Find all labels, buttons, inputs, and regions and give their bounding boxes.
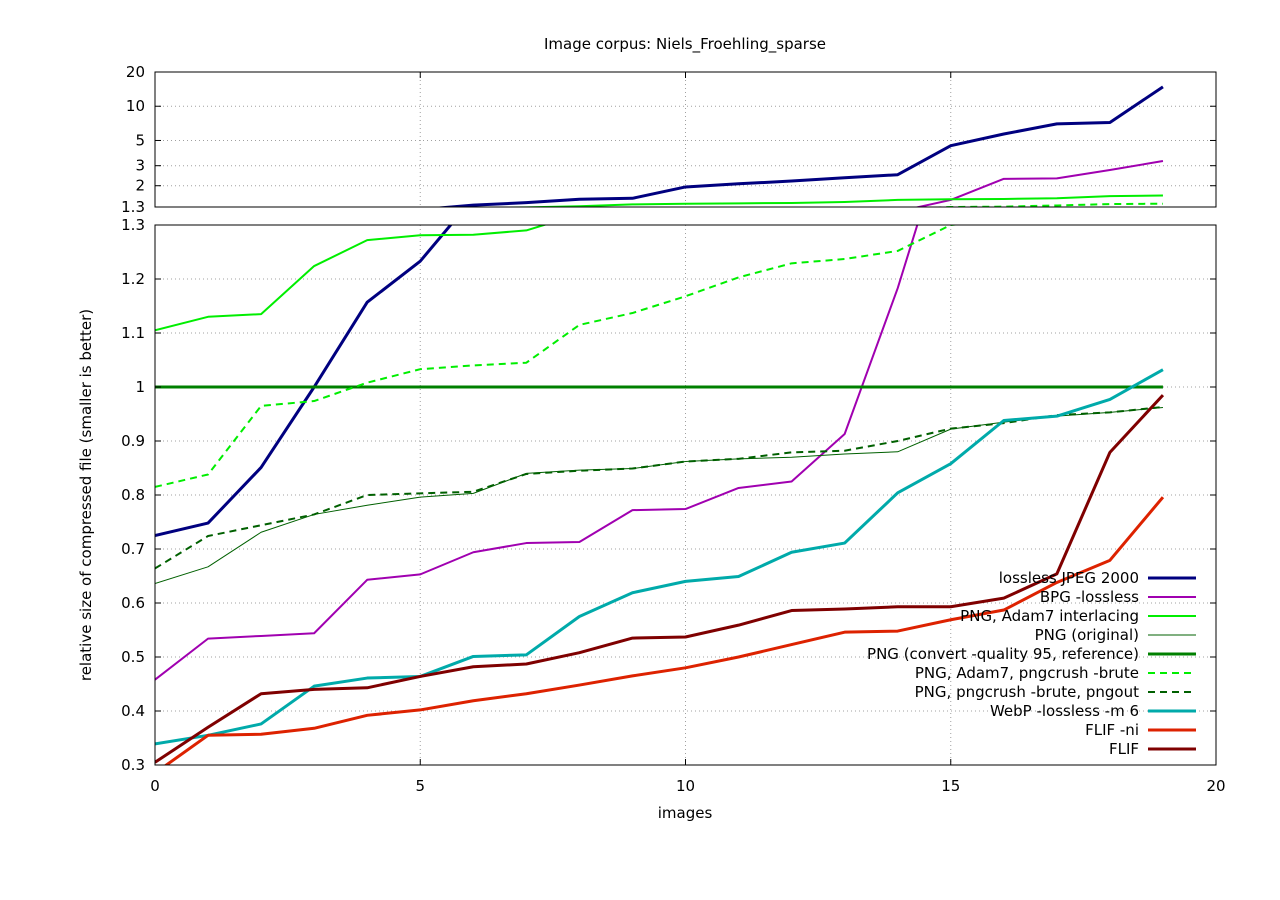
legend-item: PNG, Adam7, pngcrush -brute	[915, 664, 1196, 682]
legend-label: FLIF -ni	[1085, 721, 1139, 739]
y-tick-label: 1.3	[121, 216, 145, 234]
x-tick-label: 20	[1206, 777, 1225, 795]
series-9	[155, 221, 1165, 764]
legend-item: lossless JPEG 2000	[999, 569, 1196, 587]
y-tick-label: 0.7	[121, 540, 145, 558]
series-line-lower	[155, 225, 919, 681]
series-line-lower	[155, 225, 453, 537]
series-line-lower	[155, 407, 1163, 585]
series-line-lower	[155, 368, 1164, 746]
y-axis-label: relative size of compressed file (smalle…	[77, 309, 95, 681]
series-line-upper	[379, 194, 1163, 207]
y-tick-label: 0.3	[121, 756, 145, 774]
series-2	[155, 194, 1163, 332]
y-tick-label: 0.8	[121, 486, 145, 504]
series-5	[155, 202, 1163, 488]
y-tick-label: 3	[135, 157, 145, 175]
chart-title: Image corpus: Niels_Froehling_sparse	[544, 35, 826, 54]
legend-item: FLIF -ni	[1085, 721, 1196, 739]
y-tick-label: 2	[135, 177, 145, 195]
series-1	[155, 160, 1164, 681]
x-tick-label: 10	[676, 777, 695, 795]
legend-label: PNG (original)	[1035, 626, 1139, 644]
legend-label: FLIF	[1109, 740, 1139, 758]
legend-label: PNG (convert -quality 95, reference)	[867, 645, 1139, 663]
y-tick-label: 1.3	[121, 198, 145, 216]
series-line-lower	[155, 405, 1164, 570]
legend-item: PNG (convert -quality 95, reference)	[867, 645, 1196, 663]
series-8	[163, 496, 1165, 765]
y-tick-label: 0.6	[121, 594, 145, 612]
legend-label: PNG, pngcrush -brute, pngout	[915, 683, 1139, 701]
series-4	[155, 385, 1163, 389]
series-0	[155, 85, 1164, 537]
series-line-upper	[433, 85, 1164, 207]
series-line-lower	[155, 225, 548, 332]
y-tick-label: 1.2	[121, 270, 145, 288]
legend-item: PNG, pngcrush -brute, pngout	[915, 683, 1196, 701]
legend-item: FLIF	[1109, 740, 1196, 758]
legend-item: PNG, Adam7 interlacing	[960, 607, 1196, 625]
data-series	[155, 85, 1165, 765]
y-tick-label: 1	[135, 378, 145, 396]
x-tick-label: 0	[150, 777, 160, 795]
series-line-lower	[163, 496, 1165, 765]
series-line-upper	[155, 218, 1163, 273]
legend-label: lossless JPEG 2000	[999, 569, 1139, 587]
y-tick-label: 10	[126, 97, 145, 115]
legend-label: WebP -lossless -m 6	[990, 702, 1139, 720]
y-tick-label: 0.4	[121, 702, 145, 720]
y-tick-label: 1.1	[121, 324, 145, 342]
legend-item: PNG (original)	[1035, 626, 1196, 644]
y-tick-label: 0.5	[121, 648, 145, 666]
series-7	[155, 218, 1164, 746]
series-line-lower	[155, 394, 1165, 764]
series-line-upper	[914, 160, 1164, 207]
x-tick-label: 15	[941, 777, 960, 795]
legend-item: WebP -lossless -m 6	[990, 702, 1196, 720]
series-line-upper	[922, 202, 1163, 207]
tick-labels: 0 5 10 15 200.30.40.50.60.70.80.911.11.21.31…	[121, 63, 1225, 795]
series-6	[155, 405, 1164, 570]
legend-label: BPG -lossless	[1040, 588, 1139, 606]
x-tick-label: 5	[415, 777, 425, 795]
y-tick-label: 5	[135, 131, 145, 149]
x-axis-label: images	[658, 804, 713, 822]
y-tick-label: 0.9	[121, 432, 145, 450]
y-tick-label: 20	[126, 63, 145, 81]
series-line-upper	[155, 221, 1163, 279]
legend-label: PNG, Adam7, pngcrush -brute	[915, 664, 1139, 682]
series-line-lower	[155, 225, 961, 488]
legend-label: PNG, Adam7 interlacing	[960, 607, 1139, 625]
legend-item: BPG -lossless	[1040, 588, 1196, 606]
